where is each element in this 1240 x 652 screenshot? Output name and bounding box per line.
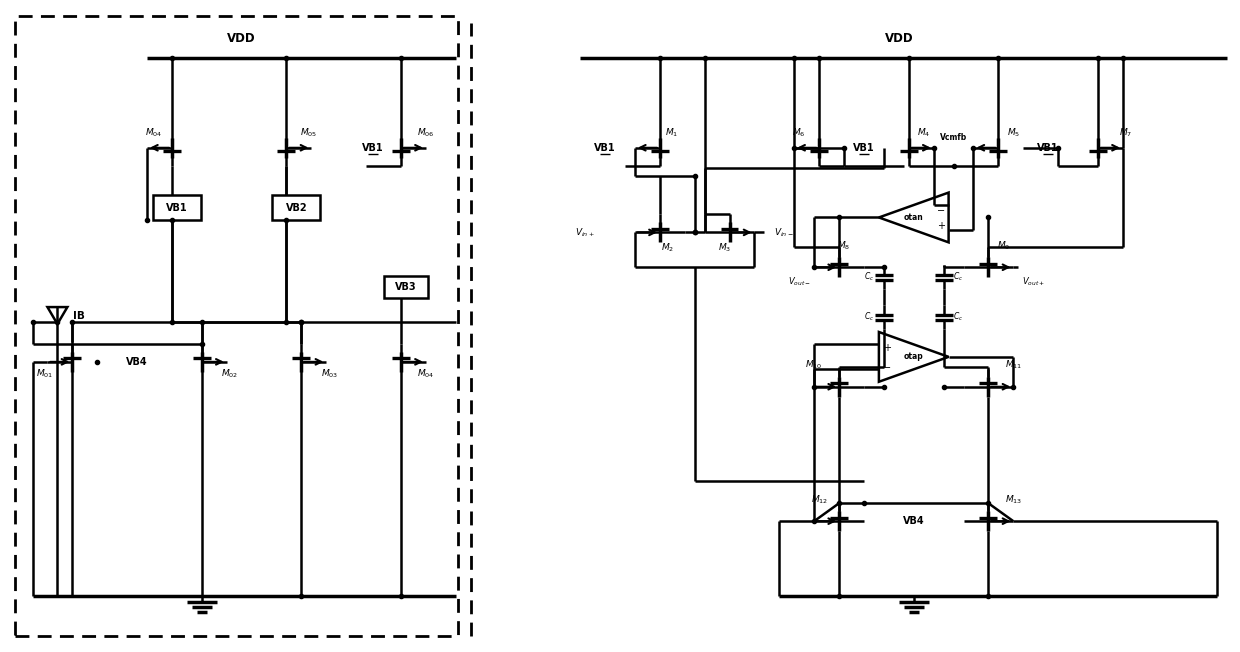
Text: $V_{in-}$: $V_{in-}$ <box>775 226 794 239</box>
Bar <box>273 195 320 220</box>
Text: VB2: VB2 <box>285 203 308 213</box>
Text: $C_c$: $C_c$ <box>954 311 963 323</box>
Text: VB1: VB1 <box>362 143 384 153</box>
Text: $C_c$: $C_c$ <box>954 271 963 284</box>
Text: $M_{11}$: $M_{11}$ <box>1004 359 1022 371</box>
Text: $M_6$: $M_6$ <box>792 126 806 139</box>
Text: $M_{10}$: $M_{10}$ <box>806 359 823 371</box>
Text: VB4: VB4 <box>126 357 148 367</box>
Text: $C_c$: $C_c$ <box>864 311 874 323</box>
Text: $M_{03}$: $M_{03}$ <box>321 368 337 380</box>
Text: $M_{04}$: $M_{04}$ <box>145 126 162 139</box>
Text: $M_7$: $M_7$ <box>1120 126 1132 139</box>
Text: $M_{01}$: $M_{01}$ <box>36 368 53 380</box>
Text: IB: IB <box>73 311 86 321</box>
Bar <box>15 16 458 636</box>
Text: $M_9$: $M_9$ <box>997 239 1011 252</box>
Text: +: + <box>936 222 945 231</box>
Text: $M_8$: $M_8$ <box>837 239 851 252</box>
Text: VB1: VB1 <box>166 203 187 213</box>
Text: $M_1$: $M_1$ <box>665 126 678 139</box>
Text: $M_3$: $M_3$ <box>718 241 732 254</box>
Text: VB4: VB4 <box>903 516 925 526</box>
Text: VB1: VB1 <box>1038 143 1059 153</box>
Text: $-$: $-$ <box>936 203 945 213</box>
Text: $C_c$: $C_c$ <box>864 271 874 284</box>
Text: VDD: VDD <box>227 32 255 45</box>
Text: VB3: VB3 <box>396 282 417 292</box>
Text: $-$: $-$ <box>883 361 892 371</box>
Text: $M_4$: $M_4$ <box>918 126 930 139</box>
Text: +: + <box>883 343 890 353</box>
Text: $M_{04}$: $M_{04}$ <box>417 368 434 380</box>
Text: otap: otap <box>904 352 924 361</box>
Text: otan: otan <box>904 213 924 222</box>
Text: VB1: VB1 <box>594 143 616 153</box>
Text: $M_5$: $M_5$ <box>1007 126 1021 139</box>
Text: $V_{out-}$: $V_{out-}$ <box>787 276 811 288</box>
Text: VDD: VDD <box>884 32 913 45</box>
Text: $M_{05}$: $M_{05}$ <box>300 126 317 139</box>
Bar <box>383 276 428 298</box>
Text: $V_{out+}$: $V_{out+}$ <box>1022 276 1044 288</box>
Text: $M_2$: $M_2$ <box>661 241 675 254</box>
Text: $M_{02}$: $M_{02}$ <box>221 368 238 380</box>
Text: VB1: VB1 <box>853 143 874 153</box>
Text: $M_{13}$: $M_{13}$ <box>1004 493 1022 505</box>
Text: $V_{in+}$: $V_{in+}$ <box>575 226 595 239</box>
Text: $M_{06}$: $M_{06}$ <box>417 126 434 139</box>
Bar <box>153 195 201 220</box>
Text: $M_{12}$: $M_{12}$ <box>811 493 828 505</box>
Text: Vcmfb: Vcmfb <box>940 133 967 142</box>
